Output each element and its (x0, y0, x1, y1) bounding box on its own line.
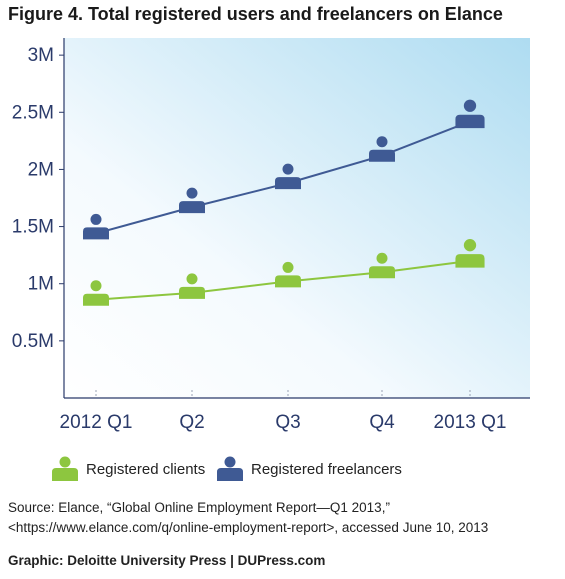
y-tick-label: 3M (28, 45, 54, 66)
y-tick-label: 1M (28, 274, 54, 295)
y-tick-label: 2M (28, 159, 54, 180)
data-point-person-icon (275, 261, 301, 288)
data-point-person-icon (83, 280, 109, 306)
x-tick-label: Q2 (179, 412, 204, 433)
y-tick-label: 0.5M (12, 331, 54, 352)
source-line-2: <https://www.elance.com/q/online-employm… (8, 520, 489, 535)
y-tick-label: 1.5M (12, 217, 54, 238)
source-line-1: Source: Elance, “Global Online Employmen… (8, 500, 390, 515)
x-tick-label: 2013 Q1 (434, 412, 507, 433)
data-point-person-icon (455, 239, 485, 268)
y-tick-label: 2.5M (12, 102, 54, 123)
data-point-person-icon (369, 252, 395, 279)
graphic-credit: Graphic: Deloitte University Press | DUP… (8, 553, 326, 568)
data-point-person-icon (275, 163, 301, 190)
person-icon (217, 456, 243, 481)
plot-area (64, 38, 530, 398)
x-tick-label: Q3 (275, 412, 300, 433)
data-point-person-icon (455, 99, 485, 129)
x-tick-label: 2012 Q1 (60, 412, 133, 433)
legend-label-freelancers: Registered freelancers (251, 460, 402, 478)
person-icon (52, 456, 78, 481)
legend-item-freelancers: Registered freelancers (215, 454, 402, 484)
chart-title: Figure 4. Total registered users and fre… (8, 4, 503, 24)
source-note: Source: Elance, “Global Online Employmen… (8, 498, 488, 538)
legend-label-clients: Registered clients (86, 460, 206, 478)
legend-item-clients: Registered clients (50, 454, 205, 484)
x-tick-label: Q4 (369, 412, 395, 433)
line-chart: 0.5M 1M 1.5M 2M 2.5M 3M 2012 Q1 Q2 Q3 Q4 2013 Q1 (12, 38, 530, 433)
data-point-person-icon (179, 273, 205, 299)
data-point-person-icon (83, 213, 109, 240)
data-point-person-icon (369, 136, 395, 162)
data-point-person-icon (179, 187, 205, 214)
